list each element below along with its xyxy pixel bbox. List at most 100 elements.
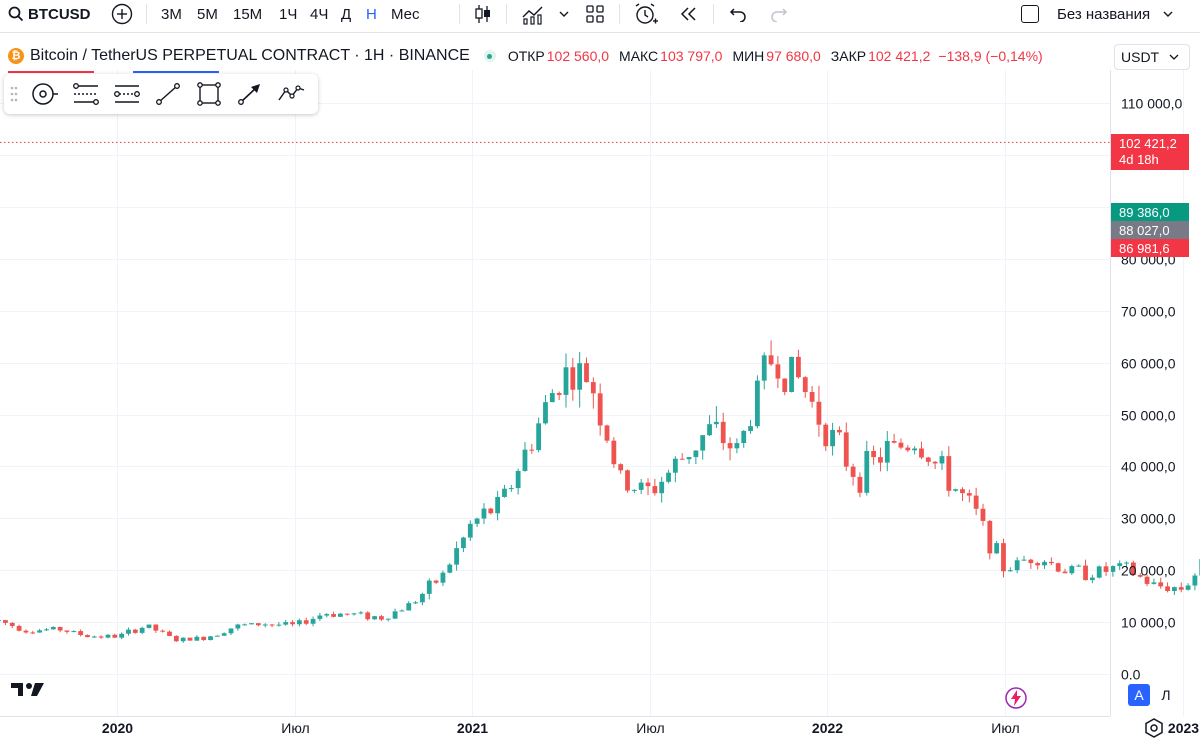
layout-checkbox[interactable]: [1021, 5, 1039, 23]
bar-countdown: 4d 18h: [1119, 152, 1159, 167]
horizontal-line-tool[interactable]: [65, 74, 106, 114]
candle-body: [1103, 566, 1109, 572]
candle-body: [262, 624, 268, 626]
alert-button[interactable]: [633, 0, 659, 28]
undo-icon: [729, 8, 746, 22]
tradingview-logo[interactable]: [10, 678, 46, 700]
interval-month[interactable]: Мес: [391, 0, 420, 28]
symbol-name: BTCUSD: [28, 5, 91, 23]
layout-name[interactable]: Без названия: [1057, 0, 1174, 28]
candle-body: [543, 402, 548, 424]
candle-body: [1192, 575, 1198, 586]
log-scale-button[interactable]: Л: [1161, 687, 1171, 703]
interval-15m[interactable]: 15М: [233, 0, 262, 28]
redo-button[interactable]: [770, 0, 788, 28]
interval-5m[interactable]: 5М: [197, 0, 218, 28]
candle-body: [23, 630, 29, 633]
symbol-search[interactable]: BTCUSD: [8, 0, 91, 28]
candle-body: [365, 612, 371, 620]
candle-body: [618, 464, 624, 471]
price-tick-label: 10 000,0: [1121, 615, 1176, 631]
candle-body: [91, 636, 97, 638]
compare-button[interactable]: [111, 0, 133, 28]
candle-body: [1117, 563, 1123, 567]
candle-body: [399, 610, 405, 612]
candle-body: [707, 424, 712, 436]
candle-body: [16, 625, 22, 631]
candle-body: [3, 620, 8, 623]
candle-body: [891, 441, 897, 443]
rectangle-icon: [196, 82, 221, 106]
candle-body: [782, 378, 788, 393]
candle-body: [590, 382, 596, 394]
candle-body: [720, 421, 726, 444]
candle-body: [474, 518, 480, 524]
channel-icon: [113, 85, 140, 103]
candle-body: [960, 489, 965, 494]
cursor-tool[interactable]: [24, 74, 65, 114]
indicators-button[interactable]: [521, 0, 545, 28]
legend-title[interactable]: Bitcoin / TetherUS PERPETUAL CONTRACT · …: [30, 47, 470, 64]
interval-week[interactable]: Н: [366, 0, 377, 28]
candle-body: [761, 355, 767, 381]
candle-body: [255, 623, 261, 626]
candle-body: [372, 616, 377, 620]
candle-body: [652, 486, 658, 494]
legend-underline-red: [8, 71, 94, 73]
candle-body: [249, 623, 254, 625]
price-tick-label: 50 000,0: [1121, 408, 1176, 424]
candle-body: [426, 580, 432, 594]
candle-series: [0, 340, 1200, 643]
redo-icon: [771, 8, 788, 22]
candle-body: [693, 450, 699, 458]
candle-body: [303, 620, 309, 624]
currency-selector[interactable]: USDT: [1114, 44, 1190, 70]
candle-body: [406, 603, 412, 611]
indicators-dropdown[interactable]: [558, 0, 570, 28]
candle-body: [201, 636, 207, 641]
candle-body: [584, 363, 589, 383]
candle-body: [1096, 566, 1102, 578]
price-tick-label: 30 000,0: [1121, 511, 1176, 527]
layouts-button[interactable]: [585, 0, 605, 28]
trend-line-tool[interactable]: [147, 74, 188, 114]
lightning-icon[interactable]: [1004, 686, 1028, 710]
time-tick-label: 2020: [102, 720, 133, 736]
candle-body: [625, 470, 630, 491]
undo-button[interactable]: [729, 0, 747, 28]
candle-body: [850, 466, 856, 477]
interval-3m[interactable]: 3М: [161, 0, 182, 28]
candle-body: [864, 450, 870, 493]
open-label: ОТКР: [507, 48, 545, 64]
candle-body: [1151, 582, 1157, 584]
market-open-icon: [483, 50, 496, 62]
candle-body: [1144, 576, 1150, 584]
drag-handle-icon[interactable]: [4, 86, 24, 102]
arrow-tool[interactable]: [229, 74, 270, 114]
candle-body: [146, 624, 152, 628]
candle-body: [570, 367, 576, 390]
chevron-down-icon: [1163, 11, 1173, 17]
interval-4h[interactable]: 4Ч: [310, 0, 328, 28]
candle-body: [78, 631, 84, 636]
candle-body: [180, 637, 186, 642]
chart-type-button[interactable]: [473, 0, 493, 28]
candle-body: [1048, 561, 1054, 564]
parallel-channel-tool[interactable]: [106, 74, 147, 114]
candle-body: [953, 489, 959, 491]
auto-scale-button[interactable]: А: [1128, 684, 1150, 706]
interval-day[interactable]: Д: [341, 0, 351, 28]
path-tool[interactable]: [270, 74, 311, 114]
candle-body: [898, 442, 904, 448]
candle-body: [105, 634, 111, 638]
candle-body: [919, 448, 924, 458]
rectangle-tool[interactable]: [188, 74, 229, 114]
chevron-down-icon: [1169, 54, 1179, 60]
candle-body: [235, 624, 241, 629]
replay-button[interactable]: [678, 0, 698, 28]
candle-body: [119, 633, 125, 638]
candle-body: [549, 393, 555, 403]
interval-1h[interactable]: 1Ч: [279, 0, 297, 28]
top-toolbar: BTCUSD 3М 5М 15М 1Ч 4Ч Д Н Мес Без назва…: [0, 0, 1200, 28]
gear-icon[interactable]: [1143, 717, 1165, 739]
